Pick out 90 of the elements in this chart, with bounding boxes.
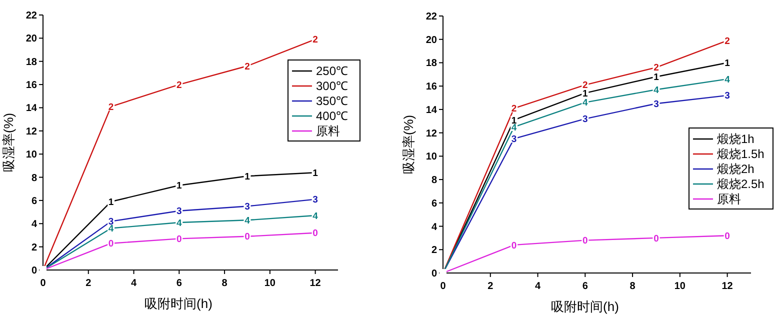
y-axis-title: 吸湿率(%) bbox=[401, 114, 416, 174]
annotation: 2 bbox=[312, 34, 318, 46]
y-tick-label: 20 bbox=[426, 34, 438, 46]
y-tick-label: 16 bbox=[26, 80, 38, 92]
annotation: 3 bbox=[724, 90, 730, 102]
legend-label: 400℃ bbox=[316, 109, 348, 123]
x-tick-label: 2 bbox=[488, 281, 494, 292]
x-tick-label: 4 bbox=[534, 281, 541, 292]
annotation: 4 bbox=[176, 218, 183, 229]
annotation: 2 bbox=[108, 102, 114, 113]
legend-label: 300℃ bbox=[316, 79, 348, 93]
y-tick-label: 6 bbox=[31, 196, 38, 207]
x-tick-label: 8 bbox=[222, 278, 228, 289]
annotation: 3 bbox=[582, 114, 588, 126]
annotation: 4 bbox=[511, 122, 518, 134]
annotation: 3 bbox=[176, 206, 182, 218]
x-tick-label: 8 bbox=[630, 281, 636, 292]
annotation: 3 bbox=[654, 98, 659, 110]
annotation: 1 bbox=[654, 72, 660, 84]
y-tick-label: 22 bbox=[426, 12, 438, 22]
annotation: 3 bbox=[312, 194, 318, 206]
annotation: 2 bbox=[511, 104, 517, 115]
annotation: 0 bbox=[312, 228, 318, 240]
annotation: 3 bbox=[244, 202, 250, 213]
annotation: 1 bbox=[176, 180, 183, 192]
annotation: 0 bbox=[724, 230, 730, 242]
x-tick-label: 6 bbox=[176, 278, 182, 289]
y-tick-label: 4 bbox=[431, 222, 438, 233]
annotation: 0 bbox=[244, 232, 250, 243]
annotation: 4 bbox=[312, 210, 319, 222]
annotation: 0 bbox=[108, 238, 114, 250]
y-tick-label: 10 bbox=[26, 150, 38, 161]
annotation: 2 bbox=[724, 36, 730, 47]
y-tick-label: 8 bbox=[31, 172, 38, 184]
y-tick-label: 4 bbox=[31, 219, 38, 230]
y-tick-label: 0 bbox=[431, 268, 438, 280]
x-tick-label: 6 bbox=[582, 281, 588, 292]
legend-label: 原料 bbox=[316, 124, 340, 138]
y-tick-label: 14 bbox=[426, 104, 438, 116]
y-tick-label: 20 bbox=[26, 34, 38, 45]
x-tick-label: 10 bbox=[674, 281, 686, 292]
annotation: 0 bbox=[511, 240, 517, 252]
y-tick-label: 12 bbox=[426, 128, 438, 140]
annotation: 2 bbox=[654, 62, 659, 74]
legend-label: 煅烧1h bbox=[717, 132, 754, 146]
annotation: 4 bbox=[582, 98, 589, 109]
y-tick-label: 18 bbox=[426, 58, 438, 70]
x-tick-label: 0 bbox=[40, 278, 46, 289]
legend-label: 煅烧2h bbox=[717, 162, 754, 176]
x-tick-label: 2 bbox=[86, 278, 92, 289]
x-axis-title: 吸附时间(h) bbox=[144, 296, 212, 311]
y-tick-label: 10 bbox=[426, 152, 438, 163]
annotation: 1 bbox=[582, 88, 589, 100]
legend-label: 250℃ bbox=[316, 64, 348, 78]
y-tick-label: 14 bbox=[26, 103, 38, 114]
annotation: 1 bbox=[312, 168, 319, 179]
y-tick-label: 18 bbox=[26, 56, 38, 68]
legend-label: 原料 bbox=[717, 192, 741, 206]
x-tick-label: 12 bbox=[722, 281, 734, 292]
annotation: 4 bbox=[724, 74, 731, 86]
y-tick-label: 16 bbox=[426, 82, 438, 93]
legend-label: 350℃ bbox=[316, 94, 348, 108]
annotation: 0 bbox=[176, 234, 182, 246]
annotation: 4 bbox=[244, 215, 251, 226]
legend-label: 煅烧2.5h bbox=[717, 177, 764, 191]
annotation: 2 bbox=[176, 80, 182, 91]
annotation: 2 bbox=[244, 61, 250, 72]
annotation: 1 bbox=[244, 171, 251, 182]
annotation: 1 bbox=[724, 58, 731, 70]
y-axis-title: 吸湿率(%) bbox=[1, 112, 16, 172]
annotation: 0 bbox=[582, 236, 588, 247]
y-tick-label: 2 bbox=[431, 245, 438, 256]
y-tick-label: 22 bbox=[26, 10, 38, 22]
annotation: 3 bbox=[511, 134, 517, 145]
y-tick-label: 8 bbox=[431, 175, 438, 186]
annotation: 1 bbox=[108, 196, 114, 208]
annotation: 4 bbox=[654, 84, 660, 96]
y-tick-label: 2 bbox=[31, 242, 38, 254]
annotation: 2 bbox=[582, 80, 588, 92]
x-tick-label: 4 bbox=[130, 278, 137, 289]
annotation: 4 bbox=[108, 224, 114, 235]
x-tick-label: 0 bbox=[440, 281, 446, 292]
annotation: 0 bbox=[654, 233, 659, 244]
y-tick-label: 0 bbox=[31, 266, 38, 276]
y-tick-label: 12 bbox=[26, 126, 38, 138]
x-tick-label: 10 bbox=[264, 278, 276, 289]
legend-label: 煅烧1.5h bbox=[717, 147, 764, 161]
x-tick-label: 12 bbox=[310, 278, 322, 289]
y-tick-label: 6 bbox=[431, 198, 438, 210]
x-axis-title: 吸附时间(h) bbox=[551, 299, 619, 314]
